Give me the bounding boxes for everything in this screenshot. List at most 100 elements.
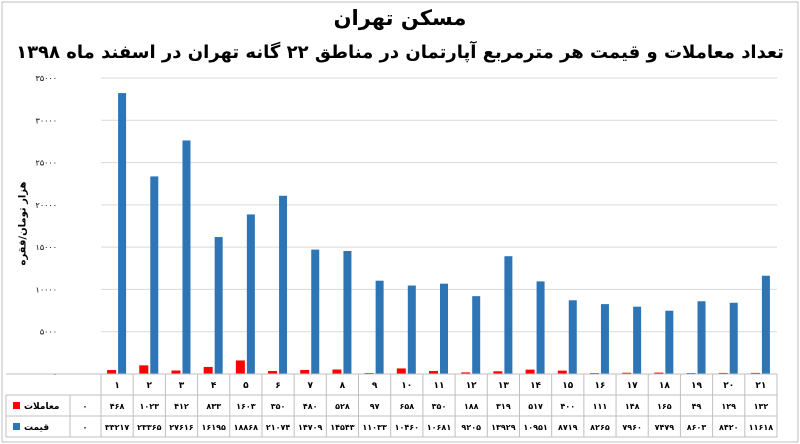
data-label: ۴۹ <box>692 402 702 411</box>
x-tick-label: ۲۰ <box>723 381 734 391</box>
chart-subtitle: تعداد معاملات و قیمت هر مترمربع آپارتمان… <box>16 42 784 63</box>
data-label: ۸۳۳ <box>206 402 221 411</box>
bar-transactions <box>557 370 567 374</box>
x-tick-label: ۱۶ <box>594 381 605 391</box>
data-label: ۱۶۵ <box>657 402 672 411</box>
data-label: ۱۸۸۶۸ <box>234 423 259 432</box>
x-tick-label: ۱۷ <box>627 381 638 391</box>
data-label: ۳۱۹ <box>496 402 511 411</box>
bar-transactions <box>654 372 664 374</box>
data-label: ۱۴۸ <box>625 402 640 411</box>
bar-price <box>568 300 577 374</box>
bar-price <box>536 281 545 374</box>
data-label: ۱۳۲ <box>754 402 769 411</box>
x-tick-label: ۵ <box>243 381 249 391</box>
bar-price <box>311 249 320 374</box>
x-tick-label: ۹ <box>372 381 378 391</box>
bar-price <box>214 237 223 374</box>
data-label: ۲۳۳۶۵ <box>137 423 162 432</box>
legend-label: قیمت <box>24 423 49 433</box>
bar-transactions <box>396 368 406 374</box>
data-label: ۲۱۰۷۴ <box>266 423 291 432</box>
bar-transactions <box>429 371 438 374</box>
bar-transactions <box>300 369 310 374</box>
y-tick-label: ۳۵۰۰۰ <box>36 74 57 83</box>
y-tick-label: ۲۵۰۰۰ <box>36 159 57 168</box>
bar-transactions <box>107 370 117 374</box>
data-label: ۷۴۷۹ <box>655 423 675 432</box>
data-label: ۴۸۰ <box>303 402 318 411</box>
bar-transactions <box>203 366 213 374</box>
bar-price <box>633 306 642 374</box>
bar-price <box>343 251 352 374</box>
data-label: ۳۵۰ <box>271 402 286 411</box>
bar-transactions <box>332 369 342 374</box>
data-label: ۷۹۶۰ <box>622 423 642 432</box>
x-tick-label: ۸ <box>340 381 346 391</box>
data-label: ۱۰۶۸۱ <box>427 423 451 432</box>
legend-label: معاملات <box>24 402 59 412</box>
data-label: ۵۱۷ <box>528 402 543 411</box>
bar-price <box>279 195 288 374</box>
data-label: ۹۷ <box>370 402 380 411</box>
data-label: ۸۷۱۹ <box>558 423 578 432</box>
data-label: ۱۰۲۳ <box>140 402 160 411</box>
x-tick-label: ۶ <box>275 381 281 391</box>
data-label: ۲۷۶۱۶ <box>169 423 194 432</box>
bar-transactions <box>493 371 503 374</box>
bar-price <box>504 256 513 374</box>
bar-price <box>665 310 674 374</box>
data-label: ۴۶۸ <box>110 402 125 411</box>
bar-transactions <box>461 372 471 374</box>
data-label: ۱۱۰۳۳ <box>362 423 387 432</box>
x-tick-label: ۱ <box>114 381 120 391</box>
bar-transactions <box>622 372 632 374</box>
bar-transactions <box>718 372 728 374</box>
data-label: ۴۰۰ <box>560 402 575 411</box>
data-label: ۸۴۲۰ <box>719 423 739 432</box>
table-cell: ۰ <box>83 402 88 411</box>
x-tick-label: ۱۹ <box>691 381 702 391</box>
data-label: ۱۱۶۱۸ <box>749 423 774 432</box>
x-tick-label: ۷ <box>307 381 313 391</box>
bar-transactions <box>235 360 245 374</box>
x-tick-label: ۱۸ <box>659 381 670 391</box>
bar-price <box>118 93 127 374</box>
bar-transactions <box>525 369 535 374</box>
x-tick-label: ۲ <box>147 381 153 391</box>
x-tick-label: ۱۵ <box>562 381 573 391</box>
x-tick-label: ۱۲ <box>466 381 477 391</box>
data-label: ۳۳۲۱۷ <box>105 423 130 432</box>
bar-price <box>472 296 481 374</box>
bar-price <box>407 285 416 374</box>
data-label: ۸۶۰۳ <box>687 423 707 432</box>
bar-price <box>246 214 255 374</box>
y-tick-label: ۵۰۰۰ <box>40 328 57 337</box>
bar-transactions <box>268 371 278 374</box>
data-label: ۴۱۲ <box>174 402 189 411</box>
data-label: ۱۶۰۳ <box>236 402 256 411</box>
bar-price <box>150 176 159 374</box>
x-tick-label: ۱۰ <box>401 381 412 391</box>
data-label: ۸۲۶۵ <box>590 423 610 432</box>
bar-price <box>729 302 738 374</box>
data-label: ۱۴۷۰۹ <box>298 423 323 432</box>
bar-price <box>440 283 448 374</box>
x-tick-label: ۱۳ <box>498 381 509 391</box>
legend-key-transactions <box>13 402 20 409</box>
y-tick-label: ۲۰۰۰۰ <box>36 201 57 210</box>
data-label: ۱۸۸ <box>464 402 479 411</box>
data-label: ۱۴۵۴۳ <box>330 423 355 432</box>
table-cell: ۰ <box>83 423 88 432</box>
data-label: ۱۱۱ <box>593 402 608 411</box>
x-tick-label: ۱۱ <box>434 381 445 391</box>
bar-price <box>697 301 706 374</box>
bar-transactions <box>139 365 149 374</box>
data-label: ۹۲۰۵ <box>461 423 481 432</box>
y-tick-label: ۳۰۰۰۰ <box>36 116 57 125</box>
data-label: ۶۵۸ <box>399 402 414 411</box>
bar-price <box>761 275 770 374</box>
